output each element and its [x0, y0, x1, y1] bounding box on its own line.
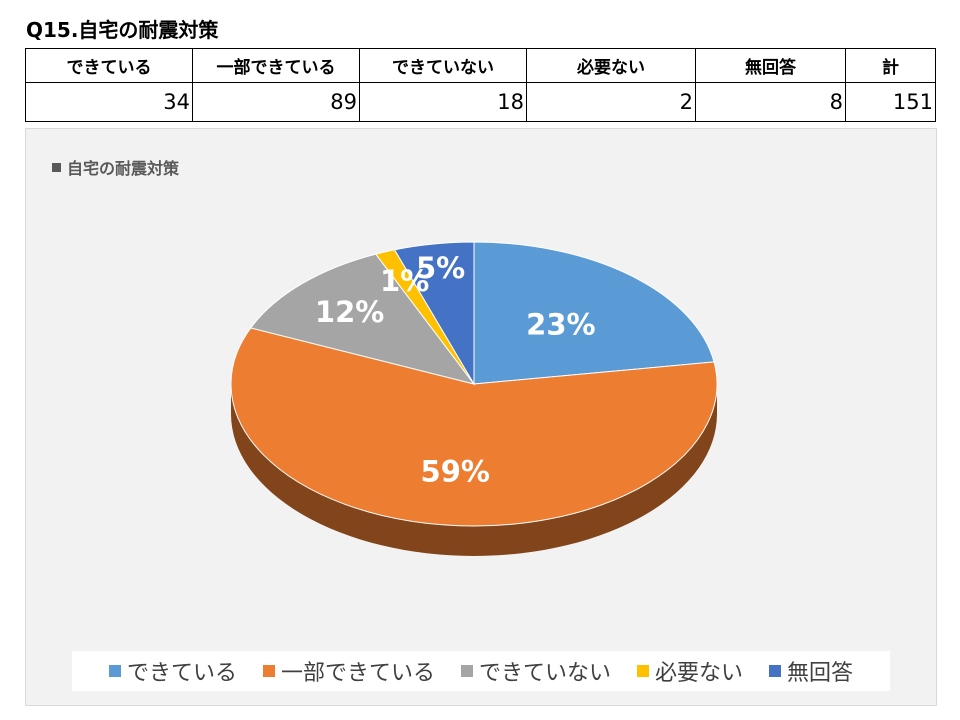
data-label: 1% — [380, 264, 429, 298]
table-cell: 2 — [526, 82, 696, 122]
legend-swatch-icon — [108, 665, 121, 677]
table-header-cell: 無回答 — [695, 48, 846, 83]
legend-item: 必要ない — [637, 655, 743, 687]
legend-item: できている — [108, 655, 237, 687]
table-cell: 89 — [192, 82, 360, 122]
pie-slice — [230, 327, 718, 527]
table-cell: 18 — [359, 82, 527, 122]
chart-title: 自宅の耐震対策 — [52, 155, 179, 179]
legend-swatch-icon — [262, 665, 275, 677]
pie-chart: 23% 59% 12%1%5% — [230, 241, 718, 556]
title-marker-icon — [52, 163, 61, 172]
table-cell: 8 — [695, 82, 846, 122]
pie-slice — [393, 241, 475, 386]
data-label: 5% — [416, 251, 465, 285]
legend-label: できている — [126, 661, 237, 686]
pie-slice — [249, 253, 476, 385]
legend-label: できていない — [478, 661, 611, 686]
legend-item: できていない — [460, 655, 611, 687]
legend-label: 一部できている — [280, 661, 435, 686]
legend-swatch-icon — [637, 665, 649, 677]
legend-swatch-icon — [460, 665, 473, 677]
table-row: 34 89 18 2 8 151 — [25, 82, 936, 122]
table-header-row: できている 一部できている できていない 必要ない 無回答 計 — [25, 48, 936, 83]
legend-label: 必要ない — [655, 661, 744, 686]
legend-label: 無回答 — [787, 661, 854, 686]
legend-swatch-icon — [769, 665, 782, 677]
chart-legend: できている 一部できている できていない 必要ない 無回答 — [72, 651, 890, 691]
pie-slice — [473, 241, 715, 385]
data-label: 59% — [421, 454, 490, 488]
legend-item: 一部できている — [262, 655, 435, 687]
data-label: 12% — [315, 295, 384, 329]
page-title: Q15.自宅の耐震対策 — [26, 18, 219, 42]
table-header-cell: 一部できている — [192, 48, 360, 83]
data-label: 23% — [526, 308, 595, 342]
table-cell: 34 — [25, 82, 193, 122]
table-cell: 151 — [845, 82, 936, 122]
legend-item: 無回答 — [769, 655, 853, 687]
table-header-cell: できている — [25, 48, 193, 83]
table-header-cell: 計 — [845, 48, 936, 83]
pie-slice-side — [231, 384, 717, 556]
table-header-cell: できていない — [359, 48, 527, 83]
table-header-cell: 必要ない — [526, 48, 696, 83]
chart-area: 自宅の耐震対策 23% 59% 12% 1% 5% できている 一部できている できていない… — [25, 128, 937, 706]
chart-title-text: 自宅の耐震対策 — [67, 159, 180, 178]
summary-table: できている 一部できている できていない 必要ない 無回答 計 34 89 18… — [25, 48, 936, 122]
